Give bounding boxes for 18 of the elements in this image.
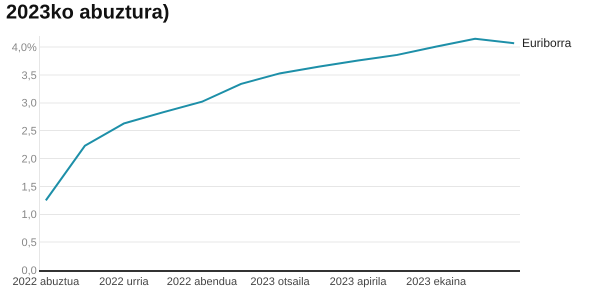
chart-title: 2023ko abuztura)	[6, 2, 170, 24]
series-label: Euriborra	[522, 36, 572, 50]
y-tick-label: 3,0	[22, 98, 37, 110]
line-series	[44, 38, 516, 202]
x-tick-label: 2023 apirila	[330, 276, 388, 288]
x-tick-label: 2022 abuztua	[12, 276, 80, 288]
y-tick-label: 3,5	[22, 70, 37, 82]
x-tick-label: 2022 abendua	[166, 276, 238, 288]
x-tick-label: 2023 ekaina	[406, 276, 467, 288]
y-tick-label: 4,0%	[12, 42, 38, 54]
y-tick-label: 1,5	[22, 181, 37, 194]
y-tick-label: 0,5	[22, 236, 37, 249]
y-tick-label: 0,0	[22, 264, 37, 277]
x-tick-label: 2023 otsaila	[250, 276, 311, 288]
x-tick-label: 2022 urria	[99, 276, 150, 288]
y-tick-label: 1,0	[22, 209, 37, 222]
y-tick-label: 2,0	[22, 153, 37, 166]
y-tick-label: 2,5	[22, 126, 37, 138]
